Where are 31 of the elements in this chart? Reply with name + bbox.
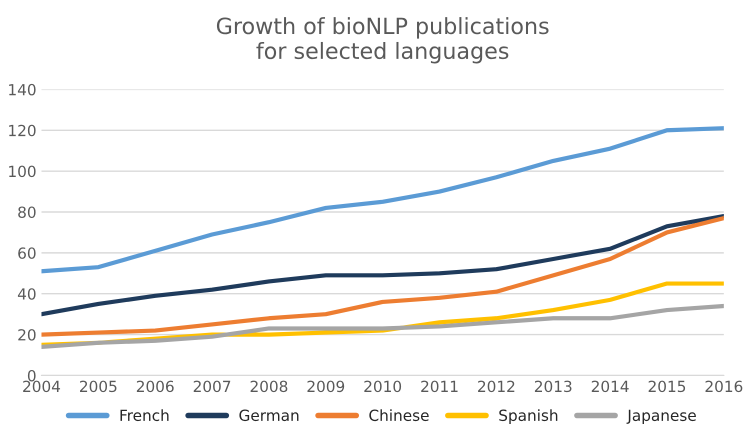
y-tick-label: 0 — [28, 370, 36, 382]
x-tick-label: 2010 — [364, 380, 402, 392]
x-tick-label: 2012 — [478, 380, 514, 392]
x-tick-label: 2014 — [592, 380, 629, 392]
legend-label: German — [239, 410, 298, 422]
y-tick-label: 120 — [9, 124, 36, 136]
x-tick-label: 2013 — [534, 380, 572, 392]
y-tick-label: 60 — [18, 247, 36, 259]
legend-label: Spanish — [499, 409, 558, 424]
chart-title: Growth of bioNLP publications for selected languages — [216, 17, 549, 64]
x-tick-label: 2005 — [80, 380, 116, 392]
x-tick-label: 2016 — [706, 380, 742, 392]
legend-label: Japanese — [626, 410, 696, 424]
x-tick-label: 2008 — [250, 380, 288, 392]
x-tick-label: 2004 — [23, 380, 60, 392]
line-series — [41, 126, 724, 274]
legend-label: Chinese — [369, 409, 429, 422]
line-series — [41, 216, 724, 337]
x-tick-label: 2006 — [136, 380, 174, 392]
x-tick-label: 2009 — [307, 380, 344, 392]
x-tick-label: 2011 — [421, 380, 458, 392]
y-tick-label: 100 — [9, 166, 36, 178]
y-tick-label: 40 — [18, 288, 36, 300]
x-tick-label: 2007 — [194, 380, 230, 392]
y-tick-label: 80 — [18, 206, 36, 218]
legend-label: French — [120, 409, 168, 422]
y-tick-label: 140 — [9, 84, 36, 96]
line-series — [41, 304, 724, 349]
y-tick-label: 20 — [18, 329, 36, 341]
x-tick-label: 2015 — [648, 380, 686, 392]
line-series — [41, 214, 724, 316]
